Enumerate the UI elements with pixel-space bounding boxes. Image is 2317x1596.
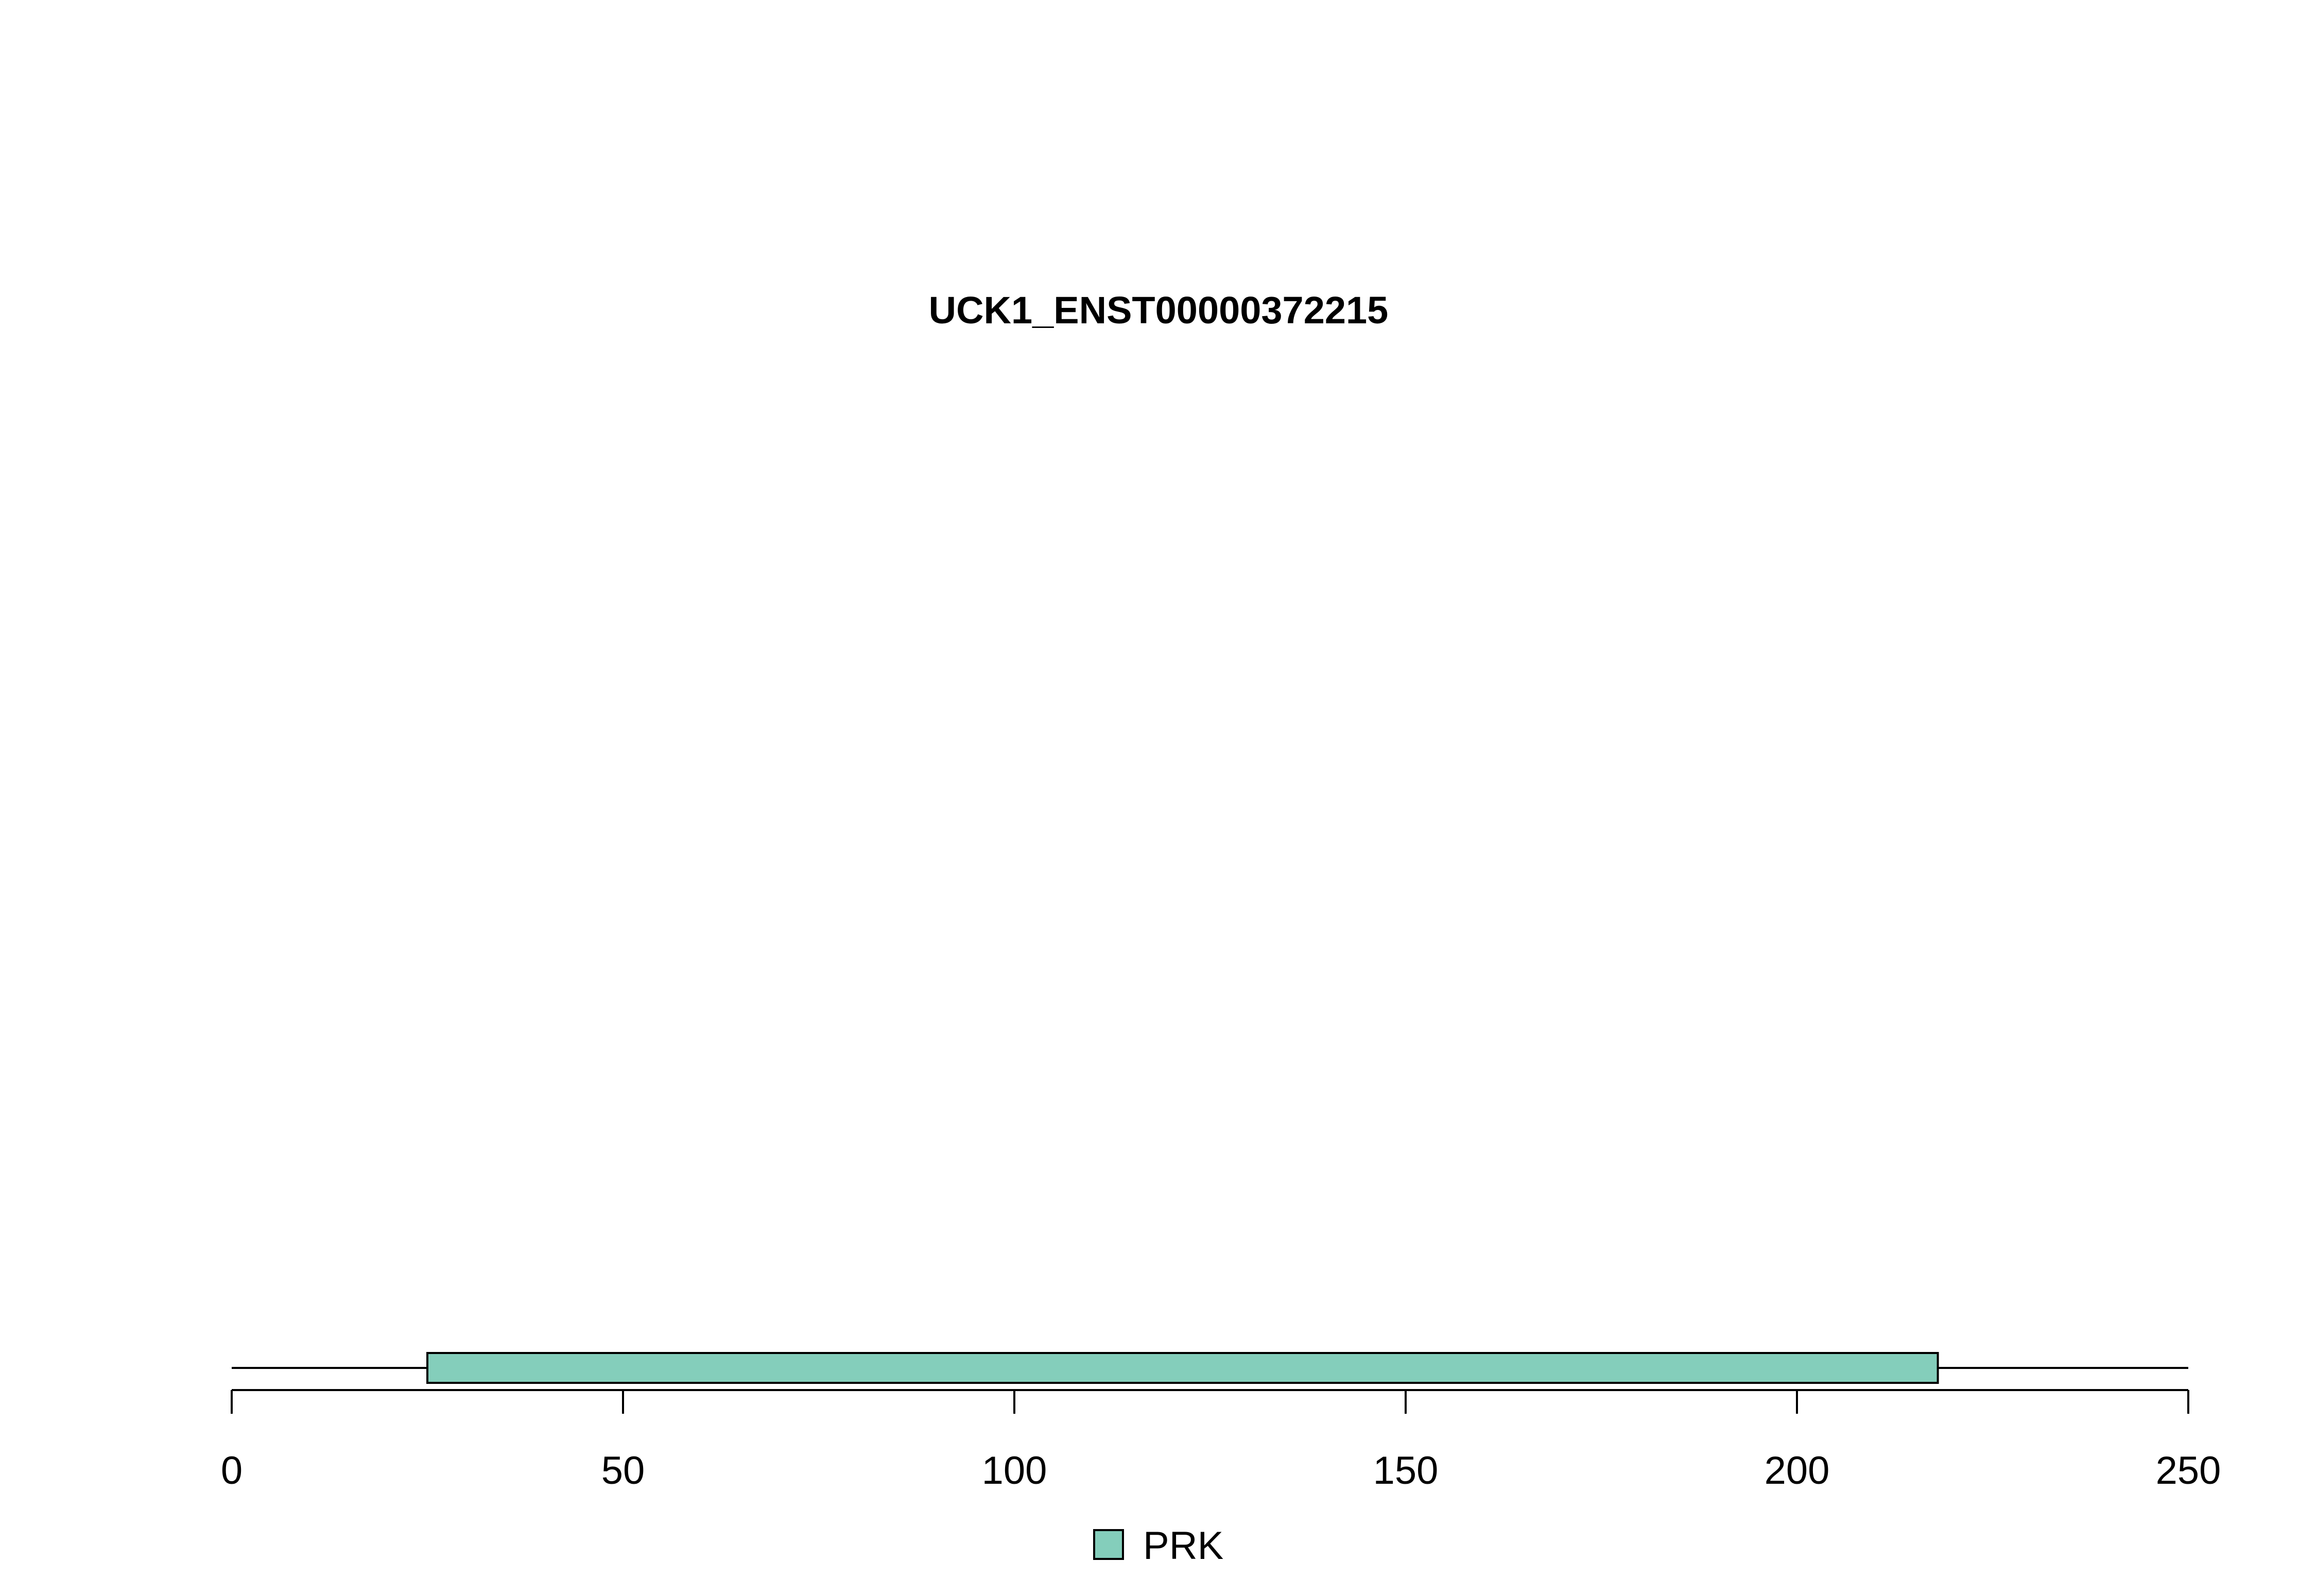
domain-bar-prk <box>426 1352 1939 1384</box>
x-tick-label: 150 <box>1373 1449 1439 1493</box>
protein-track <box>232 1352 2188 1384</box>
legend-label-prk: PRK <box>1143 1524 1223 1568</box>
x-tick-label: 250 <box>2156 1449 2221 1493</box>
x-tick-label: 50 <box>601 1449 645 1493</box>
x-tick-label: 0 <box>221 1449 243 1493</box>
x-tick-label: 200 <box>1765 1449 1830 1493</box>
x-tick-label: 100 <box>982 1449 1047 1493</box>
legend-swatch-prk <box>1093 1529 1124 1560</box>
legend: PRK <box>1093 1524 1223 1568</box>
x-axis: 0 50 100 150 200 250 <box>221 1389 2221 1493</box>
chart-title: UCK1_ENST00000372215 <box>929 289 1389 332</box>
